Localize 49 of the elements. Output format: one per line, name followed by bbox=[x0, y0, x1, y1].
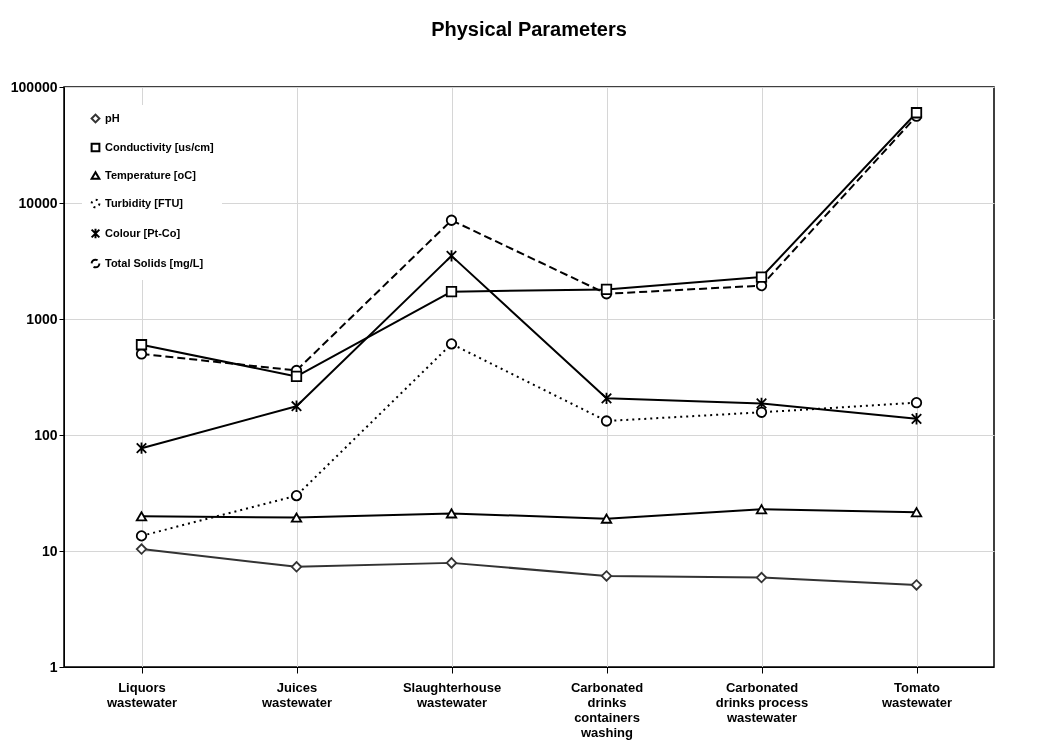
point bbox=[600, 415, 613, 427]
point bbox=[445, 249, 458, 263]
point bbox=[910, 397, 923, 409]
legend-label: Total Solids [mg/L] bbox=[105, 256, 204, 269]
y-tick-label: 10 bbox=[41, 542, 58, 559]
legend-label: Turbidity [FTU] bbox=[105, 196, 184, 209]
x-tick-label: Carbonated drinks process wastewater bbox=[715, 679, 809, 725]
point bbox=[755, 406, 768, 418]
x-tick-label: Juices wastewater bbox=[260, 679, 333, 710]
legend-label: Conductivity [us/cm] bbox=[105, 140, 215, 153]
point bbox=[445, 214, 458, 226]
legend-label: pH bbox=[105, 111, 120, 124]
point bbox=[600, 570, 613, 582]
point bbox=[135, 530, 148, 542]
x-tick-label: Tomato wastewater bbox=[880, 679, 953, 710]
point bbox=[290, 399, 303, 413]
point bbox=[445, 557, 458, 569]
point bbox=[910, 507, 923, 518]
point bbox=[910, 579, 923, 591]
point bbox=[755, 504, 768, 515]
point bbox=[445, 508, 458, 519]
point bbox=[600, 391, 613, 405]
y-tick-label: 100000 bbox=[10, 78, 58, 95]
point bbox=[755, 271, 768, 283]
point bbox=[290, 370, 303, 383]
point bbox=[290, 512, 303, 523]
point bbox=[290, 490, 303, 502]
chart-title: Physical Parameters bbox=[431, 18, 627, 40]
x-tick-label: Slaughterhouse wastewater bbox=[402, 679, 502, 710]
legend-label: Colour [Pt-Co] bbox=[105, 226, 181, 239]
y-tick-label: 10000 bbox=[18, 194, 58, 211]
x-tick-label: Liquors wastewater bbox=[105, 679, 178, 710]
y-tick-label: 1 bbox=[49, 658, 58, 675]
point bbox=[600, 513, 613, 524]
y-tick-label: 1000 bbox=[26, 310, 58, 327]
point bbox=[290, 561, 303, 573]
point bbox=[910, 412, 923, 426]
point bbox=[135, 511, 148, 522]
point bbox=[755, 396, 768, 411]
point bbox=[755, 571, 768, 584]
point bbox=[135, 543, 148, 555]
legend-label: Temperature [oC] bbox=[105, 168, 197, 181]
point bbox=[445, 338, 458, 350]
point bbox=[445, 286, 458, 298]
point bbox=[135, 339, 148, 351]
x-tick-label: Carbonated drinks containers washing bbox=[570, 679, 644, 740]
y-tick-label: 100 bbox=[34, 426, 58, 443]
point bbox=[135, 441, 148, 455]
point bbox=[600, 283, 613, 296]
